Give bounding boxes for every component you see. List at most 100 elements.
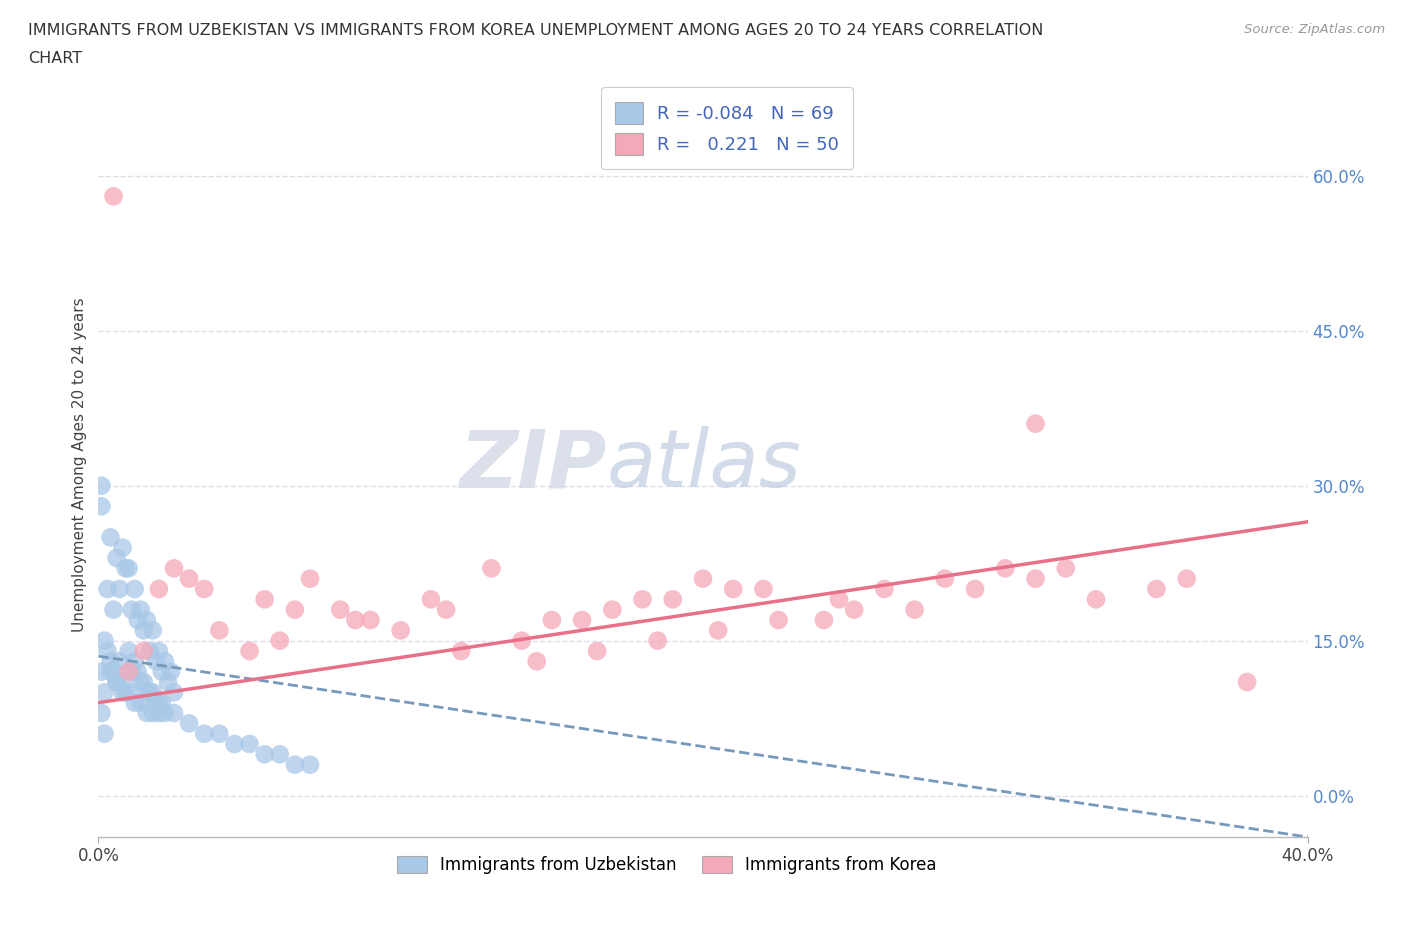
- Point: [132, 674, 155, 689]
- Point: [813, 613, 835, 628]
- Point: [129, 603, 152, 618]
- Point: [1085, 591, 1108, 606]
- Point: [193, 726, 215, 741]
- Point: [1175, 571, 1198, 586]
- Point: [1054, 561, 1077, 576]
- Point: [100, 530, 122, 545]
- Point: [103, 603, 125, 618]
- Point: [1236, 674, 1258, 689]
- Point: [93, 633, 115, 648]
- Point: [873, 581, 896, 596]
- Text: atlas: atlas: [606, 426, 801, 504]
- Point: [299, 757, 322, 772]
- Point: [118, 561, 141, 576]
- Point: [631, 591, 654, 606]
- Point: [121, 603, 143, 618]
- Point: [111, 540, 134, 555]
- Point: [828, 591, 851, 606]
- Point: [100, 664, 122, 679]
- Point: [139, 684, 162, 699]
- Point: [253, 591, 276, 606]
- Point: [153, 654, 176, 669]
- Legend: Immigrants from Uzbekistan, Immigrants from Korea: Immigrants from Uzbekistan, Immigrants f…: [391, 849, 943, 881]
- Point: [139, 644, 162, 658]
- Point: [768, 613, 790, 628]
- Point: [239, 737, 262, 751]
- Point: [103, 664, 125, 679]
- Point: [124, 654, 146, 669]
- Point: [160, 664, 183, 679]
- Point: [661, 591, 683, 606]
- Text: Source: ZipAtlas.com: Source: ZipAtlas.com: [1244, 23, 1385, 36]
- Point: [127, 613, 149, 628]
- Point: [163, 706, 186, 721]
- Point: [114, 684, 136, 699]
- Point: [142, 684, 165, 699]
- Point: [153, 706, 176, 721]
- Point: [118, 644, 141, 658]
- Y-axis label: Unemployment Among Ages 20 to 24 years: Unemployment Among Ages 20 to 24 years: [72, 298, 87, 632]
- Point: [90, 706, 112, 721]
- Point: [1024, 417, 1046, 432]
- Point: [208, 726, 231, 741]
- Text: CHART: CHART: [28, 51, 82, 66]
- Point: [360, 613, 382, 628]
- Point: [163, 561, 186, 576]
- Point: [904, 603, 927, 618]
- Point: [132, 644, 155, 658]
- Point: [647, 633, 669, 648]
- Point: [148, 696, 170, 711]
- Point: [179, 571, 201, 586]
- Point: [148, 644, 170, 658]
- Point: [132, 623, 155, 638]
- Point: [121, 664, 143, 679]
- Point: [994, 561, 1017, 576]
- Point: [108, 581, 131, 596]
- Point: [934, 571, 956, 586]
- Point: [1144, 581, 1167, 596]
- Text: ZIP: ZIP: [458, 426, 606, 504]
- Point: [148, 706, 170, 721]
- Point: [602, 603, 624, 618]
- Point: [344, 613, 367, 628]
- Point: [93, 684, 115, 699]
- Point: [163, 684, 186, 699]
- Point: [692, 571, 714, 586]
- Point: [142, 623, 165, 638]
- Point: [586, 644, 609, 658]
- Point: [96, 644, 118, 658]
- Point: [284, 757, 307, 772]
- Point: [135, 684, 157, 699]
- Point: [129, 696, 152, 711]
- Point: [114, 561, 136, 576]
- Point: [253, 747, 276, 762]
- Point: [420, 591, 443, 606]
- Point: [150, 696, 173, 711]
- Point: [108, 654, 131, 669]
- Point: [124, 581, 146, 596]
- Point: [723, 581, 745, 596]
- Point: [118, 664, 141, 679]
- Point: [269, 747, 291, 762]
- Point: [93, 726, 115, 741]
- Point: [239, 644, 262, 658]
- Point: [156, 674, 179, 689]
- Point: [844, 603, 866, 618]
- Point: [105, 551, 128, 565]
- Point: [145, 654, 167, 669]
- Point: [90, 478, 112, 493]
- Point: [135, 706, 157, 721]
- Point: [224, 737, 246, 751]
- Point: [179, 716, 201, 731]
- Point: [124, 696, 146, 711]
- Point: [193, 581, 215, 596]
- Point: [118, 684, 141, 699]
- Point: [145, 696, 167, 711]
- Point: [571, 613, 593, 628]
- Point: [284, 603, 307, 618]
- Point: [481, 561, 503, 576]
- Point: [142, 706, 165, 721]
- Point: [96, 581, 118, 596]
- Point: [707, 623, 730, 638]
- Point: [329, 603, 352, 618]
